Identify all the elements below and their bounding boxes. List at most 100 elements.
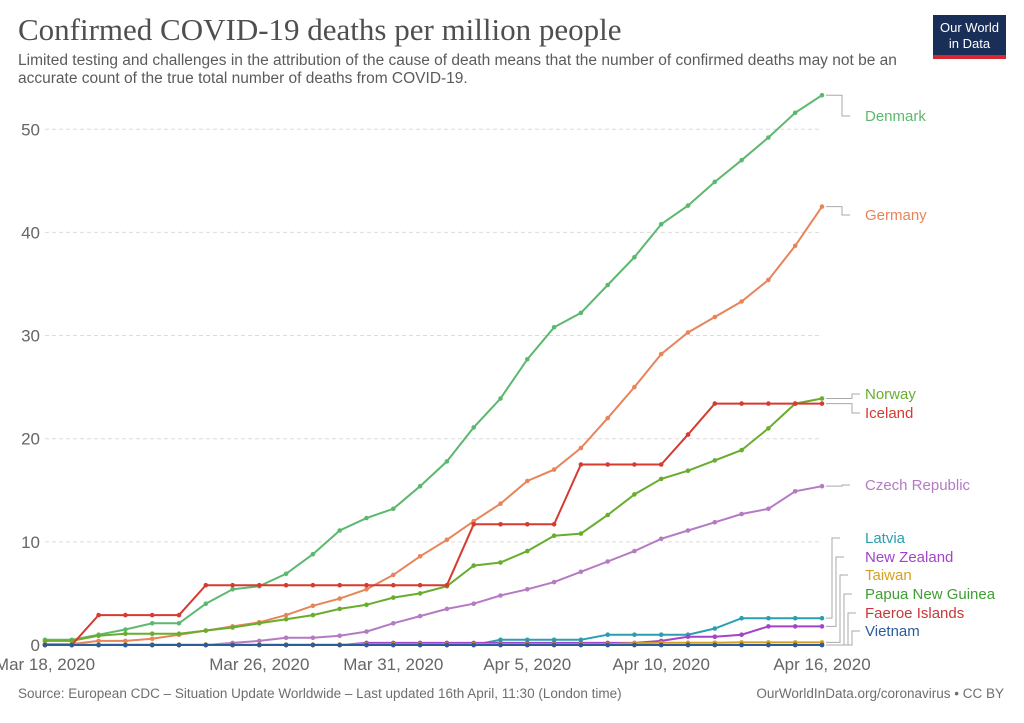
- x-tick-label: Apr 16, 2020: [773, 655, 870, 674]
- data-point: [391, 621, 396, 626]
- data-point: [578, 531, 584, 536]
- data-point: [819, 92, 825, 98]
- data-point: [605, 632, 610, 637]
- data-point: [417, 483, 423, 489]
- data-point: [525, 357, 530, 362]
- data-point: [203, 642, 209, 648]
- data-point: [283, 582, 289, 588]
- data-point: [149, 612, 155, 618]
- data-point: [792, 624, 798, 629]
- data-point: [632, 384, 637, 390]
- data-point: [257, 621, 262, 626]
- data-point: [42, 642, 48, 648]
- data-point: [739, 299, 744, 304]
- data-point: [123, 627, 128, 632]
- data-point: [632, 642, 637, 648]
- data-point: [632, 492, 637, 497]
- data-point: [149, 631, 155, 636]
- data-point: [739, 447, 744, 453]
- data-point: [42, 638, 48, 644]
- data-point: [498, 593, 503, 598]
- x-tick-label: Mar 31, 2020: [343, 655, 443, 674]
- data-point: [364, 602, 369, 608]
- data-point: [551, 579, 557, 585]
- data-point: [337, 606, 343, 612]
- x-tick-label: Mar 18, 2020: [0, 655, 95, 674]
- data-point: [712, 458, 718, 463]
- series-label: Papua New Guinea: [865, 586, 996, 603]
- source-note: Source: European CDC – Situation Update …: [18, 686, 622, 701]
- data-point: [766, 401, 771, 406]
- data-point: [766, 642, 771, 648]
- data-point: [471, 601, 477, 606]
- data-point: [632, 462, 637, 467]
- data-point: [69, 642, 75, 648]
- data-point: [283, 571, 289, 577]
- data-point: [283, 635, 289, 641]
- data-point: [203, 601, 209, 606]
- data-point: [391, 582, 396, 588]
- data-point: [525, 642, 530, 648]
- series-label: Latvia: [865, 530, 906, 547]
- series-line: [45, 206, 823, 645]
- leader-line: [826, 574, 848, 643]
- y-tick-label: 0: [31, 636, 40, 655]
- data-point: [766, 615, 771, 621]
- data-point: [685, 432, 691, 437]
- data-point: [391, 595, 396, 600]
- series-line: [45, 617, 822, 646]
- data-point: [123, 642, 128, 648]
- data-point: [632, 632, 637, 637]
- data-point: [391, 572, 396, 578]
- data-point: [658, 632, 664, 637]
- data-point: [712, 179, 718, 185]
- data-point: [230, 625, 235, 630]
- data-point: [712, 314, 718, 320]
- footer-link[interactable]: OurWorldInData.org/coronavirus • CC BY: [756, 686, 1004, 701]
- data-point: [471, 522, 477, 527]
- data-point: [632, 548, 637, 554]
- data-point: [417, 582, 423, 588]
- data-point: [310, 551, 316, 557]
- chart-title: Confirmed COVID-19 deaths per million pe…: [18, 12, 622, 47]
- data-point: [658, 642, 664, 648]
- leader-line: [826, 537, 840, 619]
- data-point: [685, 528, 691, 533]
- data-point: [819, 204, 825, 209]
- data-point: [176, 612, 182, 618]
- data-point: [337, 582, 343, 588]
- leader-line: [826, 94, 850, 117]
- data-point: [819, 401, 825, 406]
- data-point: [283, 612, 289, 618]
- data-point: [471, 425, 477, 430]
- data-point: [417, 554, 423, 559]
- data-point: [230, 582, 235, 588]
- data-point: [149, 642, 155, 648]
- series-label: Czech Republic: [865, 477, 971, 494]
- series-line: [45, 485, 823, 646]
- data-point: [685, 203, 691, 208]
- data-point: [551, 467, 557, 472]
- data-point: [96, 638, 101, 644]
- leader-line: [826, 556, 844, 627]
- leader-line: [826, 206, 850, 216]
- data-point: [257, 642, 262, 648]
- data-point: [525, 548, 530, 554]
- data-point: [337, 528, 343, 533]
- data-point: [364, 582, 369, 588]
- data-point: [525, 478, 530, 484]
- y-tick-label: 30: [21, 327, 40, 346]
- data-point: [712, 401, 718, 406]
- data-point: [417, 591, 423, 596]
- owid-logo[interactable]: Our World in Data: [933, 15, 1006, 59]
- data-point: [417, 642, 423, 648]
- data-point: [792, 615, 798, 621]
- data-point: [149, 636, 155, 642]
- data-point: [819, 483, 825, 489]
- data-point: [712, 520, 718, 525]
- data-point: [364, 587, 369, 592]
- data-point: [605, 512, 610, 518]
- data-point: [96, 612, 101, 618]
- data-point: [444, 606, 450, 612]
